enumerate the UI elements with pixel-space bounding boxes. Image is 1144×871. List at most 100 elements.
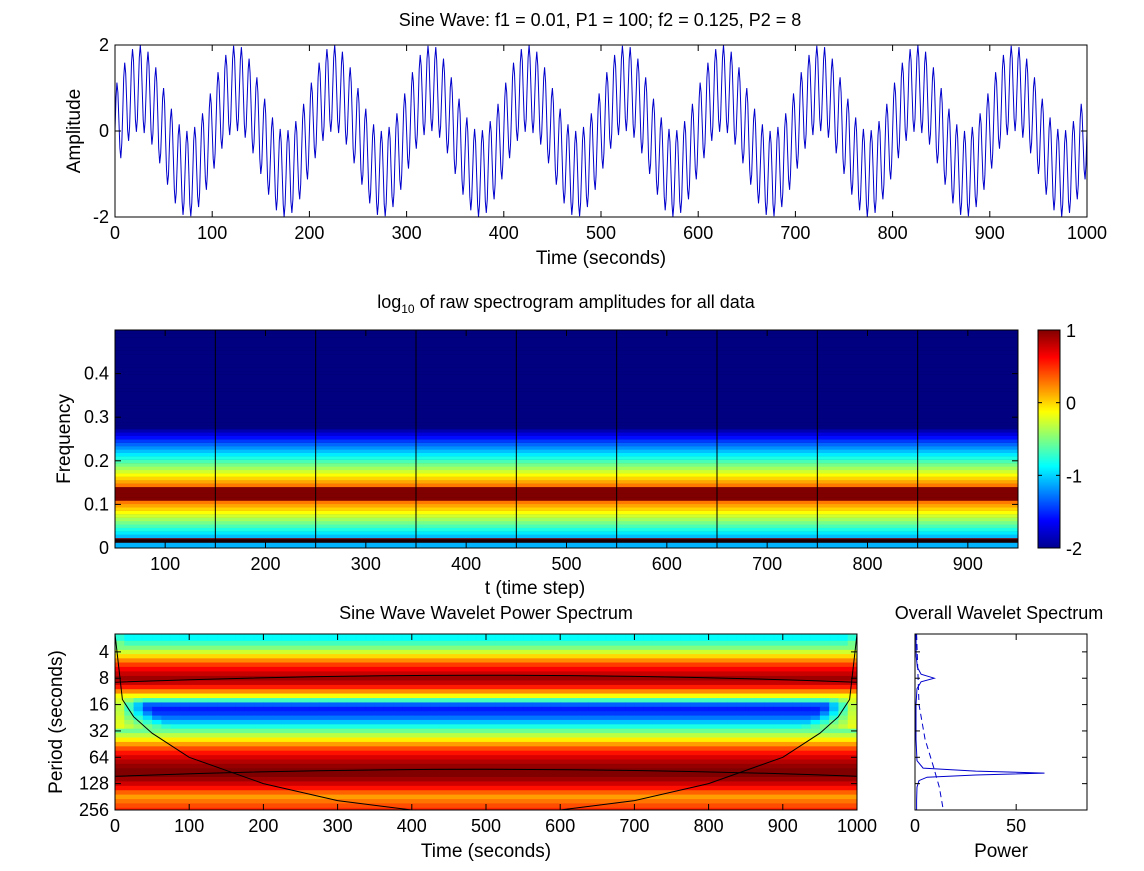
wavelet-power-cell [179, 702, 190, 708]
wavelet-power-cell [198, 702, 209, 708]
wavelet-power-cell [532, 719, 543, 725]
wavelet-power-cell [217, 715, 227, 721]
wavelet-power-cell [319, 634, 329, 642]
wavelet-power-cell [393, 698, 404, 703]
sine-x-tick-label: 500 [586, 223, 616, 243]
wavelet-power-cell [198, 719, 209, 725]
wavelet-power-cell [690, 634, 700, 642]
wavelet-power-cell [615, 715, 626, 721]
wavelet-panel: Sine Wave Wavelet Power Spectrum 0 100 200… [46, 603, 877, 862]
wavelet-power-cell [272, 715, 283, 721]
wavelet-power-cell [690, 711, 700, 716]
wavelet-power-cell [754, 719, 765, 725]
wavelet-power-cell [365, 724, 376, 730]
wavelet-power-cell [281, 706, 292, 712]
wavelet-power-cell [402, 634, 413, 642]
wavelet-power-cell [179, 719, 190, 725]
wavelet-power-cell [699, 724, 710, 730]
wavelet-power-cell [244, 719, 255, 725]
wavelet-power-cell [115, 634, 125, 642]
wavelet-power-cell [792, 724, 802, 730]
wavelet-power-cell [523, 719, 533, 725]
wavelet-power-cell [504, 702, 515, 708]
wavelet-power-cell [319, 698, 329, 703]
wavelet-power-cell [495, 711, 506, 716]
spectrogram-row [115, 462, 1018, 467]
wavelet-significance-contour [115, 674, 857, 683]
wavelet-power-cell [643, 698, 654, 703]
wavelet-power-cell [606, 634, 617, 642]
wavelet-power-cell [523, 715, 533, 721]
spectrogram-y-tick-label: 0 [99, 538, 109, 558]
wavelet-power-cell [152, 698, 162, 703]
wavelet-power-cell [272, 711, 283, 716]
wavelet-power-cell [662, 724, 672, 730]
wavelet-power-cell [829, 634, 839, 642]
global-spectrum-axes-box [914, 633, 1088, 811]
wavelet-power-cell [662, 634, 672, 642]
wavelet-power-cell [448, 634, 459, 642]
wavelet-power-cell [346, 724, 357, 730]
wavelet-power-cell [254, 702, 264, 708]
wavelet-power-cell [291, 724, 301, 730]
wavelet-power-cell [383, 702, 394, 708]
wavelet-x-tick-label: 500 [471, 816, 501, 836]
wavelet-power-cell [170, 706, 181, 712]
spectrogram-row [115, 394, 1018, 399]
wavelet-power-cell [680, 640, 691, 647]
wavelet-power-cell [615, 634, 626, 642]
wavelet-power-cell [374, 702, 385, 708]
wavelet-power-cell [467, 719, 478, 725]
wavelet-power-cell [736, 640, 747, 647]
wavelet-power-cell [365, 698, 376, 703]
wavelet-power-cell [847, 706, 857, 712]
spectrogram-row [115, 340, 1018, 345]
wavelet-power-cell [560, 719, 570, 725]
wavelet-power-cell [727, 698, 737, 703]
spectrogram-row [115, 452, 1018, 457]
wavelet-power-cell [124, 724, 135, 730]
wavelet-power-cell [801, 715, 812, 721]
wavelet-power-cell [569, 715, 580, 721]
wavelet-power-cell [207, 711, 218, 716]
spectrogram-row [115, 483, 1018, 488]
wavelet-power-cell [754, 711, 765, 716]
wavelet-power-cell [578, 724, 589, 730]
wavelet-power-cell [745, 698, 756, 703]
wavelet-power-cell [458, 711, 468, 716]
wavelet-power-cell [448, 715, 459, 721]
wavelet-power-cell [597, 698, 608, 703]
wavelet-power-cell [550, 698, 561, 703]
spectrogram-y-tick-label: 0.2 [84, 451, 109, 471]
wavelet-power-cell [773, 711, 784, 716]
wavelet-power-cell [217, 640, 227, 647]
wavelet-power-cell [708, 640, 719, 647]
wavelet-power-cell [810, 724, 821, 730]
spectrogram-x-label: t (time step) [485, 578, 585, 599]
spectrogram-row [115, 473, 1018, 477]
wavelet-power-cell [115, 706, 125, 712]
wavelet-power-cell [569, 698, 580, 703]
spectrogram-row [115, 486, 1018, 491]
wavelet-power-cell [829, 711, 839, 716]
wavelet-power-row [115, 658, 857, 663]
wavelet-power-cell [486, 711, 496, 716]
wavelet-power-cell [309, 724, 320, 730]
wavelet-power-cell [829, 715, 839, 721]
colorbar-tick-label: 0 [1066, 394, 1076, 414]
wavelet-power-row [115, 689, 857, 694]
global-spectrum-power-line [915, 633, 1045, 810]
sine-x-tick-label: 300 [392, 223, 422, 243]
wavelet-power-cell [244, 702, 255, 708]
spectrogram-y-label: Frequency [54, 394, 75, 484]
wavelet-power-cell [588, 706, 598, 712]
wavelet-power-cell [272, 724, 283, 730]
wavelet-power-cell [560, 711, 570, 716]
wavelet-power-cell [337, 698, 348, 703]
wavelet-power-cell [281, 698, 292, 703]
wavelet-y-tick-label: 32 [89, 721, 109, 741]
wavelet-power-cell [328, 719, 339, 725]
wavelet-power-cell [634, 640, 645, 647]
wavelet-power-cell [652, 640, 663, 647]
wavelet-power-cell [179, 715, 190, 721]
